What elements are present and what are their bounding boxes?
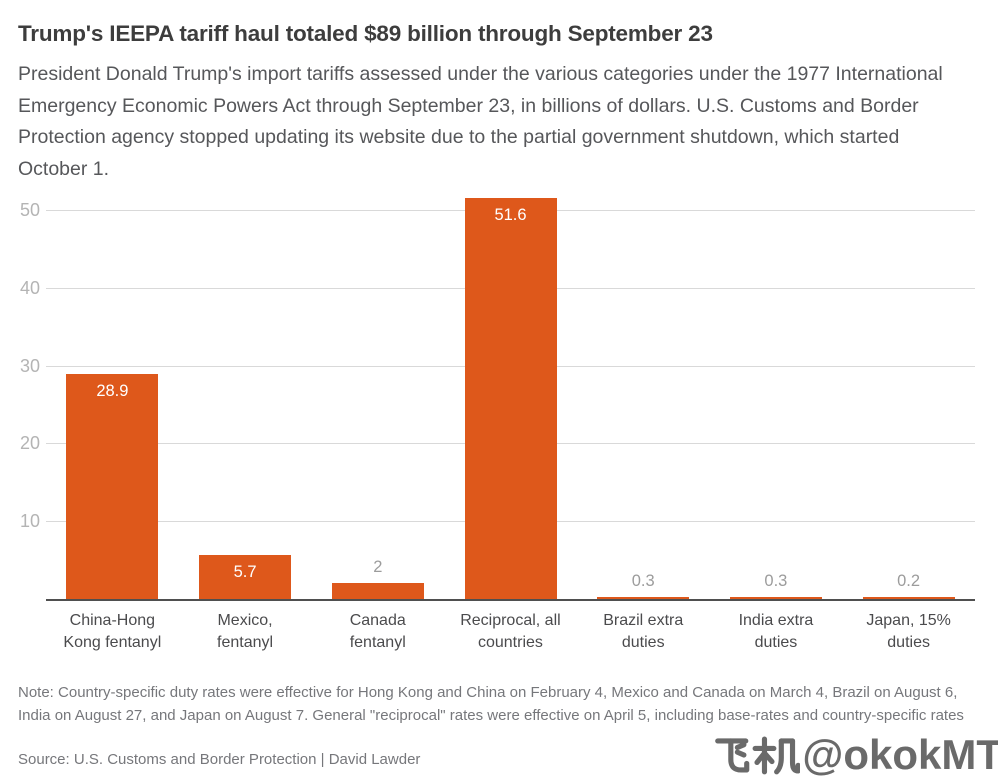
x-axis-line [46, 599, 975, 601]
bar-0 [66, 374, 159, 599]
chart-title: Trump's IEEPA tariff haul totaled $89 bi… [18, 21, 713, 46]
bar-value-label: 0.3 [764, 571, 788, 590]
category-label-line: duties [887, 633, 930, 651]
category-label-line: Japan, 15% [866, 612, 951, 629]
category-label-line: India extra [738, 612, 814, 629]
watermark-handle: @okokMT [802, 731, 998, 778]
bar-chart: 10 20 30 40 50 28.9 China-Hong Kong fentanyl 5.7… [0, 190, 998, 656]
bar-value-label: 51.6 [494, 205, 527, 224]
category-label: Japan, 15% duties [842, 610, 975, 653]
y-axis-label: 50 [19, 200, 40, 220]
category-label-line: countries [477, 633, 543, 651]
bar-4 [597, 596, 690, 599]
category-label: India extra duties [710, 610, 843, 653]
bar-value-label: 0.3 [631, 571, 655, 590]
cjk-feiji-icon [715, 736, 801, 775]
category-label: Reciprocal, all countries [444, 610, 577, 653]
bar-value-label: 0.2 [897, 572, 921, 591]
bar-6 [862, 597, 955, 599]
bar-5 [729, 596, 822, 599]
category-label: Canada fentanyl [311, 610, 444, 653]
watermark: @okokMT [714, 731, 998, 779]
bar-2 [331, 583, 424, 599]
category-label-line: Reciprocal, all [460, 612, 561, 629]
category-label-line: Brazil extra [603, 612, 684, 629]
y-axis-label: 40 [19, 277, 40, 298]
category-label: Mexico, fentanyl [179, 610, 312, 653]
category-label-line: China-Hong [69, 612, 156, 629]
y-axis-label: 30 [19, 355, 40, 376]
category-label-line: Canada [349, 612, 406, 629]
bar-value-label: 28.9 [96, 382, 129, 401]
category-label-line: duties [754, 633, 798, 651]
bar-1 [199, 554, 292, 599]
category-label-line: duties [621, 633, 665, 651]
category-label-line: Kong fentanyl [63, 633, 162, 651]
note-text: Note: Country-specific duty rates were e… [18, 684, 964, 724]
category-label: Brazil extra duties [577, 610, 710, 653]
source-text: Source: U.S. Customs and Border Protecti… [18, 751, 421, 768]
y-axis-label: 10 [19, 511, 40, 532]
category-label-line: Mexico, [217, 612, 273, 629]
category-label-line: fentanyl [349, 633, 406, 651]
bar-value-label: 5.7 [233, 562, 257, 581]
y-axis-label: 20 [19, 433, 40, 454]
category-label: China-Hong Kong fentanyl [46, 610, 179, 653]
bar-value-label: 2 [373, 558, 383, 577]
category-label-line: fentanyl [217, 633, 274, 651]
chart-subtitle: President Donald Trump's import tariffs … [18, 63, 943, 180]
bar-3 [464, 197, 557, 599]
